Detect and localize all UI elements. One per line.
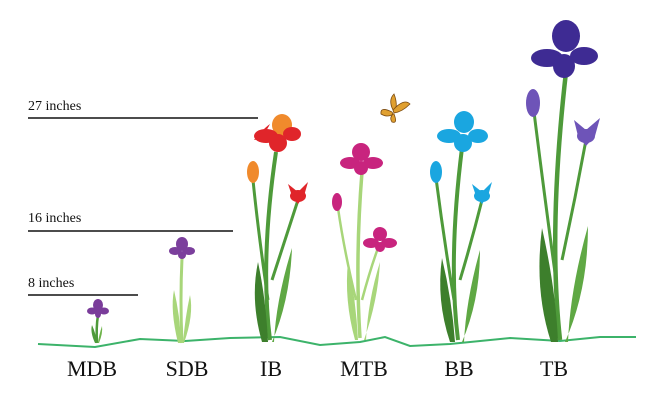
ib-second-flower-icon	[288, 182, 308, 204]
mtb-iris	[332, 143, 397, 340]
tb-iris	[526, 20, 600, 342]
bb-second-flower-icon	[472, 182, 492, 204]
height-marker-label: 8 inches	[28, 276, 74, 291]
class-label-tb: TB	[540, 356, 568, 381]
ib-iris	[247, 114, 308, 342]
tb-flower-icon	[531, 20, 598, 78]
sdb-flower-icon	[169, 237, 195, 259]
ground-line	[37, 335, 636, 349]
tb-bud-icon	[526, 89, 540, 117]
tb-second-flower-icon	[574, 118, 600, 146]
height-marker-label: 27 inches	[28, 99, 81, 114]
mdb-iris	[87, 299, 109, 344]
ib-flower-icon	[254, 114, 301, 152]
class-label-ib: IB	[260, 356, 282, 381]
class-label-mtb: MTB	[340, 356, 388, 381]
mtb-bud-icon	[332, 193, 342, 211]
class-label-mdb: MDB	[67, 356, 117, 381]
mtb-second-flower-icon	[363, 227, 397, 252]
sdb-iris	[169, 237, 195, 344]
butterfly-icon	[380, 93, 411, 123]
mtb-flower-icon	[340, 143, 383, 175]
bb-bud-icon	[430, 161, 442, 183]
bb-iris	[430, 111, 492, 342]
bb-flower-icon	[437, 111, 488, 152]
height-marker-label: 16 inches	[28, 211, 81, 226]
mdb-flower-icon	[87, 299, 109, 318]
class-label-sdb: SDB	[166, 356, 209, 381]
class-label-bb: BB	[444, 356, 473, 381]
height-marker-8: 8 inches	[28, 276, 138, 296]
height-marker-16: 16 inches	[28, 211, 233, 232]
ib-bud-icon	[247, 161, 259, 183]
height-marker-27: 27 inches	[28, 99, 258, 119]
